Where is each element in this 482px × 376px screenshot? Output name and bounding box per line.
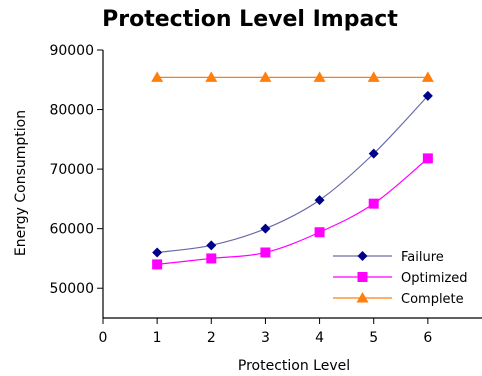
data-point-failure xyxy=(422,90,433,101)
legend-item-optimized: Optimized xyxy=(333,271,468,286)
data-point-complete xyxy=(259,71,272,82)
data-point-optimized xyxy=(368,198,379,209)
series-optimized xyxy=(152,153,433,270)
y-tick-label: 50000 xyxy=(49,281,94,297)
data-point-optimized xyxy=(206,253,217,264)
series-failure xyxy=(152,90,433,258)
legend-marker xyxy=(356,292,369,303)
data-point-complete xyxy=(151,71,164,82)
y-tick-label: 60000 xyxy=(49,222,94,238)
legend-item-failure: Failure xyxy=(333,250,444,265)
data-point-failure xyxy=(368,148,379,159)
legend-marker xyxy=(357,272,368,282)
data-point-complete xyxy=(313,71,326,82)
data-point-complete xyxy=(205,71,218,82)
series-line-optimized xyxy=(157,157,429,265)
series-layer xyxy=(151,71,434,270)
legend-label: Optimized xyxy=(401,271,468,286)
x-tick-label: 4 xyxy=(315,330,324,346)
legend-label: Complete xyxy=(401,292,464,307)
legend-item-complete: Complete xyxy=(333,292,464,307)
legend: Failure Optimized Complete xyxy=(333,250,468,307)
data-point-failure xyxy=(260,223,271,234)
y-tick-label: 80000 xyxy=(49,103,94,119)
series-line-failure xyxy=(157,95,429,254)
data-point-failure xyxy=(152,247,163,258)
x-axis-label: Protection Level xyxy=(238,358,350,374)
axes: 50000 60000 70000 80000 90000 0 1 2 3 4 5 6 xyxy=(49,43,482,346)
x-tick-label: 2 xyxy=(207,330,216,346)
legend-label: Failure xyxy=(401,250,444,265)
x-tick-label: 5 xyxy=(369,330,378,346)
data-point-optimized xyxy=(314,227,325,238)
y-tick-label: 70000 xyxy=(49,162,94,178)
x-tick-label: 0 xyxy=(99,330,108,346)
data-point-optimized xyxy=(152,259,163,270)
x-tick-label: 3 xyxy=(261,330,270,346)
chart-title: Protection Level Impact xyxy=(102,7,398,32)
data-point-optimized xyxy=(260,247,271,258)
x-tick-label: 1 xyxy=(153,330,162,346)
data-point-failure xyxy=(206,240,217,251)
data-point-failure xyxy=(314,195,325,206)
data-point-optimized xyxy=(422,153,433,164)
x-tick-label: 6 xyxy=(423,330,432,346)
legend-marker xyxy=(357,251,368,261)
series-complete xyxy=(151,71,434,82)
y-axis-label: Energy Consumption xyxy=(13,110,29,256)
y-tick-label: 90000 xyxy=(49,43,94,59)
data-point-complete xyxy=(421,71,434,82)
data-point-complete xyxy=(367,71,380,82)
